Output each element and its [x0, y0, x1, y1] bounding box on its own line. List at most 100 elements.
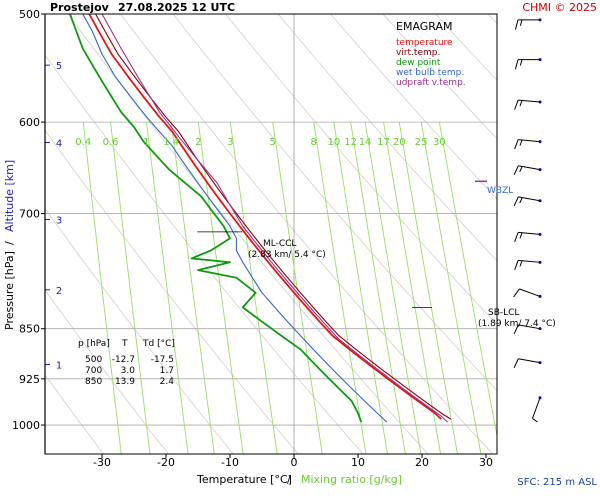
dry-adiabat [45, 289, 169, 454]
mixing-ratio-label: 14 [359, 137, 372, 148]
wind-barb-origin [538, 294, 542, 298]
wind-barb-flag [519, 232, 523, 239]
sb-lcl-value: (1.89 km/ 7.4 °C) [478, 319, 556, 329]
mixing-ratio-line [333, 122, 388, 454]
wind-barb-flag [514, 59, 519, 70]
mixing-ratio-label: 8 [310, 137, 316, 148]
wind-barb-flag [519, 139, 523, 146]
table-cell: 850 [85, 377, 102, 387]
wind-barb-origin [538, 396, 542, 400]
datetime: 27.08.2025 12 UTC [118, 1, 235, 14]
legend-title: EMAGRAM [396, 20, 453, 33]
pressure-tick-label: 500 [19, 8, 40, 21]
mixing-ratio-line [364, 122, 422, 454]
pressure-tick-label: 925 [19, 373, 40, 386]
mixing-ratio-line [420, 122, 482, 454]
station-name: Prostejov [50, 1, 110, 14]
series-line-0 [88, 14, 442, 420]
mixing-ratio-line [350, 122, 406, 454]
mixing-ratio-line [146, 122, 189, 454]
dry-adiabat [172, 14, 497, 392]
y-axis-title-separator: / [3, 241, 16, 245]
table-cell: 3.0 [121, 366, 136, 376]
table-header-td: Td [°C] [142, 339, 175, 349]
wind-barb-flag [519, 59, 523, 66]
wind-barb [513, 288, 542, 298]
mixing-ratio-label: 25 [415, 137, 428, 148]
wind-barb-flag [514, 99, 519, 110]
table-header-t: T [121, 339, 128, 349]
table-cell: 1.7 [160, 366, 174, 376]
wind-barb-origin [538, 18, 542, 22]
series-line-3 [82, 14, 388, 423]
wind-barb-flag [513, 358, 519, 369]
mixing-ratio-label: 5 [270, 137, 276, 148]
table-cell: 2.4 [160, 377, 175, 387]
ml-ccl-label: ML-CCL [263, 239, 296, 249]
mixing-ratio-label: 30 [433, 137, 446, 148]
wind-barb [532, 396, 542, 423]
mixing-ratio-label: 2 [195, 137, 201, 148]
wind-barb [514, 259, 542, 270]
ml-ccl-value: (2.83 km/ 5.4 °C) [248, 250, 326, 260]
table-cell: -12.7 [112, 355, 135, 365]
wind-barb [513, 196, 542, 207]
altitude-tick-label: 3 [56, 215, 62, 226]
wind-barb-flag [519, 19, 523, 26]
wind-barb-staff [518, 358, 541, 364]
wind-barb-origin [538, 260, 542, 264]
wind-barb-flag [513, 288, 520, 298]
credit: CHMI © 2025 [522, 1, 597, 14]
wind-barb-flag [514, 232, 519, 243]
dry-adiabat [329, 14, 497, 200]
wind-barb [514, 231, 542, 243]
wind-barb-staff [519, 288, 541, 297]
wind-barb [513, 358, 542, 369]
wind-barb [513, 165, 542, 176]
mixing-ratio-label: 0.4 [75, 137, 91, 148]
pressure-tick-label: 600 [19, 116, 40, 129]
surface-elevation: SFC: 215 m ASL [517, 477, 597, 488]
mixing-ratio-line [170, 122, 215, 454]
legend-dew-point: dew point [396, 58, 441, 68]
mixing-ratio-label: 20 [393, 137, 406, 148]
series-line-2 [69, 14, 363, 423]
mixing-ratio-label: 1.4 [163, 137, 179, 148]
profile-lines [69, 14, 452, 423]
mixing-ratio-line [197, 122, 244, 454]
table-header-p: p [hPa] [78, 339, 110, 349]
x-axis-title-temperature: Temperature [°C] [196, 473, 292, 486]
temperature-tick-label: -20 [157, 456, 175, 469]
wind-barbs [513, 18, 542, 423]
pressure-tick-label: 850 [19, 323, 40, 336]
wind-barb-origin [538, 168, 542, 172]
mixing-ratio-label: 1 [143, 137, 149, 148]
temperature-tick-label: -30 [93, 456, 111, 469]
wind-barb [514, 139, 542, 150]
legend-updraft: udpraft v.temp. [396, 78, 466, 88]
data-table: p [hPa] T Td [°C] 500 -12.7 -17.5 700 3.… [78, 339, 175, 387]
mixing-ratio-label: 12 [344, 137, 357, 148]
wind-barb-flag [519, 166, 523, 173]
temperature-tick-label: 0 [291, 456, 298, 469]
wind-barb-staff [532, 397, 541, 419]
x-axis-title-separator: / [287, 473, 291, 486]
y-axis-title: Pressure [hPa] / Altitude [km] [3, 160, 16, 330]
series-line-1 [95, 14, 452, 420]
wind-barb-flag [514, 139, 519, 150]
dry-adiabat [45, 54, 364, 454]
altitude-tick-label: 2 [56, 286, 62, 297]
temperature-tick-label: 30 [479, 456, 493, 469]
grid [45, 14, 497, 454]
mixing-ratio-label: 3 [227, 137, 233, 148]
altitude-tick-label: 1 [56, 361, 62, 372]
mixing-ratio-label: 0.6 [103, 137, 119, 148]
table-cell: 700 [85, 366, 102, 376]
table-cell: 13.9 [115, 377, 135, 387]
dry-adiabat [45, 208, 234, 454]
legend: EMAGRAM temperature virt.temp. dew point… [396, 20, 466, 88]
mixing-ratio-label: 17 [377, 137, 390, 148]
pressure-tick-label: 1000 [12, 419, 40, 432]
